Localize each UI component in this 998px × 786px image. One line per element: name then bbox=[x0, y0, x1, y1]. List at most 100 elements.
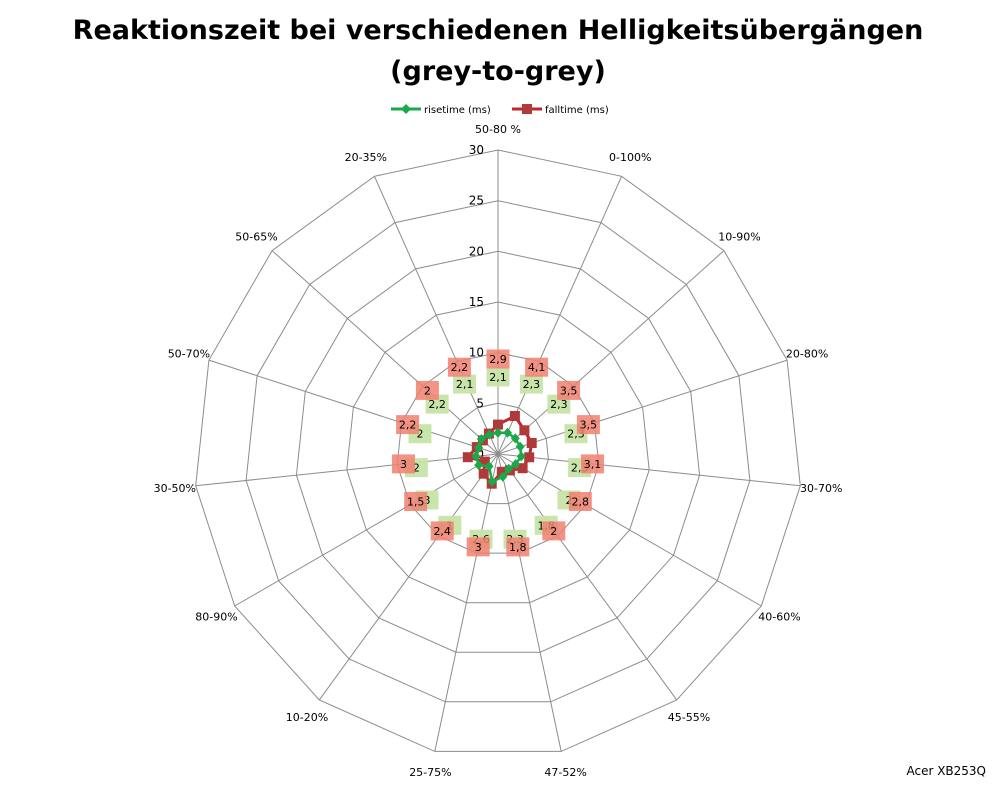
data-label-box bbox=[486, 349, 510, 369]
data-label-text: 3,1 bbox=[584, 458, 602, 471]
falltime-marker bbox=[496, 466, 507, 477]
grid-ring bbox=[195, 149, 801, 752]
data-label-text: 2,1 bbox=[456, 378, 474, 391]
falltime-data-label: 2 bbox=[542, 521, 566, 541]
category-label: 50-80 % bbox=[475, 123, 521, 136]
risetime-marker bbox=[484, 429, 494, 440]
category-label: 50-65% bbox=[235, 231, 277, 244]
falltime-marker bbox=[524, 452, 535, 463]
risetime-marker bbox=[516, 451, 526, 462]
data-label-text: 2,2 bbox=[399, 419, 417, 432]
risetime-marker bbox=[471, 451, 481, 462]
falltime-data-label: 3,1 bbox=[581, 454, 604, 474]
grid-spoke bbox=[373, 176, 499, 455]
data-label-text: 2 bbox=[424, 384, 431, 397]
falltime-data-label: 1,8 bbox=[506, 537, 530, 557]
data-label-text: 2,3 bbox=[523, 378, 541, 391]
data-label-box bbox=[542, 521, 566, 541]
legend-risetime-marker bbox=[401, 104, 411, 114]
data-label-text: 4,1 bbox=[528, 361, 546, 374]
risetime-data-label: 2,1 bbox=[486, 367, 510, 387]
falltime-marker bbox=[478, 468, 489, 479]
falltime-marker bbox=[462, 452, 473, 463]
data-label-text: 2 bbox=[413, 462, 420, 475]
data-label-text: 3 bbox=[475, 541, 482, 554]
grid-spoke bbox=[208, 359, 499, 455]
falltime-data-label: 1,5 bbox=[404, 492, 428, 511]
grid-spoke bbox=[497, 453, 762, 607]
falltime-data-label: 3,5 bbox=[576, 415, 600, 435]
risetime-marker bbox=[504, 463, 514, 474]
risetime-marker bbox=[511, 459, 521, 470]
data-label-box bbox=[576, 415, 600, 435]
data-label-box bbox=[506, 537, 530, 557]
legend-risetime-label: risetime (ms) bbox=[424, 105, 491, 116]
data-label-box bbox=[392, 454, 415, 474]
category-label: 50-70% bbox=[168, 348, 210, 361]
legend-falltime-marker bbox=[522, 104, 532, 114]
grid-spoke bbox=[271, 250, 499, 455]
radial-tick-label: 15 bbox=[469, 295, 484, 309]
falltime-data-label: 2,8 bbox=[568, 492, 592, 511]
legend: risetime (ms) falltime (ms) bbox=[391, 104, 609, 116]
data-label-box bbox=[519, 374, 543, 394]
grid-spoke bbox=[497, 250, 725, 455]
data-label-box bbox=[453, 374, 477, 394]
data-label-box bbox=[466, 537, 490, 557]
risetime-marker bbox=[515, 441, 525, 452]
grid-ring bbox=[245, 200, 751, 703]
grid-spoke bbox=[497, 176, 623, 455]
category-label: 47-52% bbox=[544, 766, 586, 779]
category-label: 30-70% bbox=[800, 482, 842, 495]
category-label: 10-20% bbox=[286, 711, 328, 724]
grid-spoke bbox=[434, 453, 499, 752]
falltime-data-label: 3 bbox=[392, 454, 415, 474]
risetime-marker bbox=[476, 434, 486, 445]
data-label-text: 2,2 bbox=[451, 361, 469, 374]
category-label: 10-90% bbox=[718, 231, 760, 244]
risetime-line bbox=[474, 431, 523, 484]
data-label-text: 2,1 bbox=[489, 371, 507, 384]
legend-falltime-label: falltime (ms) bbox=[545, 105, 609, 116]
radial-tick-labels: 0 5 10 15 20 25 30 bbox=[469, 143, 484, 461]
data-label-text: 2,8 bbox=[572, 496, 590, 509]
radial-tick-label: 5 bbox=[476, 396, 484, 410]
risetime-marker bbox=[503, 427, 512, 438]
radial-tick-label: 0 bbox=[476, 447, 484, 461]
series-lines bbox=[462, 411, 537, 489]
data-label-box bbox=[568, 492, 592, 511]
radial-tick-label: 30 bbox=[469, 143, 484, 157]
falltime-marker bbox=[526, 438, 537, 448]
falltime-data-label: 2 bbox=[415, 380, 439, 400]
category-label: 25-75% bbox=[409, 766, 451, 779]
radial-tick-label: 25 bbox=[469, 194, 484, 208]
grid-ring bbox=[346, 301, 650, 604]
category-label: 0-100% bbox=[609, 151, 651, 164]
data-label-box bbox=[581, 454, 604, 474]
risetime-marker bbox=[474, 460, 484, 471]
radar-grid bbox=[195, 149, 801, 752]
falltime-marker bbox=[479, 456, 490, 467]
data-label-text: 2,4 bbox=[433, 525, 451, 538]
data-labels: 2,12,32,32,32,321,82,32,613222,22,12,94,… bbox=[392, 349, 604, 557]
grid-ring bbox=[447, 402, 549, 505]
category-label: 20-80% bbox=[786, 348, 828, 361]
data-label-box bbox=[447, 357, 471, 377]
data-label-text: 2,2 bbox=[428, 398, 446, 411]
data-label-text: 1,5 bbox=[407, 496, 425, 509]
data-label-text: 1,8 bbox=[509, 541, 527, 554]
grid-spoke bbox=[234, 453, 499, 607]
risetime-marker bbox=[493, 427, 503, 438]
category-label: 80-90% bbox=[195, 611, 237, 624]
category-label: 20-35% bbox=[345, 151, 387, 164]
risetime-marker bbox=[510, 433, 520, 444]
risetime-marker bbox=[474, 442, 484, 453]
grid-ring bbox=[295, 250, 701, 653]
grid-spoke bbox=[497, 359, 788, 455]
falltime-data-label: 3 bbox=[466, 537, 490, 557]
risetime-marker bbox=[484, 461, 494, 472]
risetime-data-label: 2,1 bbox=[453, 374, 477, 394]
data-label-box bbox=[525, 357, 549, 377]
data-label-text: 3 bbox=[400, 458, 407, 471]
